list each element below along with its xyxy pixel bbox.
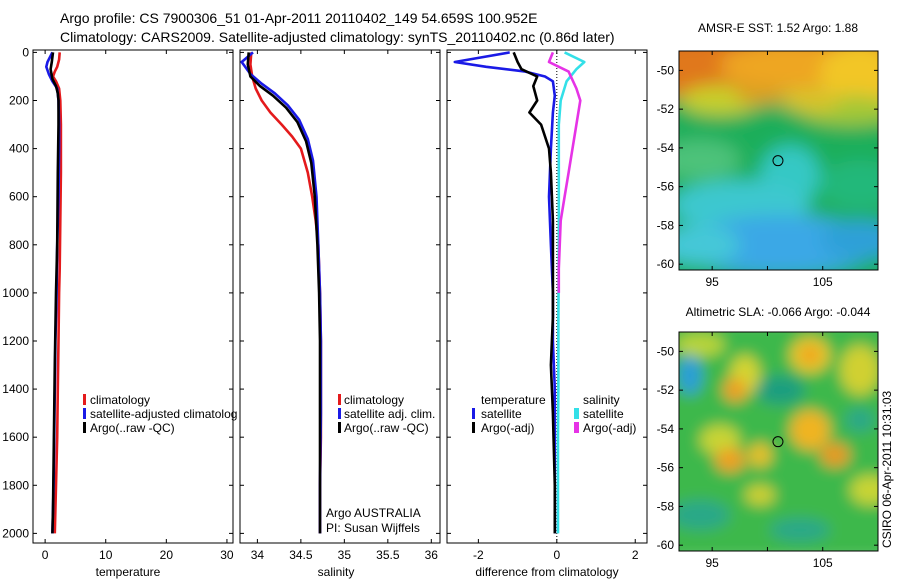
sst-map-frame <box>678 50 879 271</box>
map-y-tick-label: -50 <box>657 344 675 358</box>
series-line-argo-raw-qc- <box>246 52 322 534</box>
map-y-tick-label: -58 <box>657 499 675 513</box>
legend-label-satellite-adjusted: satellite-adjusted climatolog <box>90 407 237 421</box>
argo-annotation-line-1: Argo AUSTRALIA <box>326 506 421 520</box>
legend-swatch-climatology <box>338 394 341 405</box>
salinity-legend: climatology satellite adj. clim. Argo(..… <box>338 393 435 435</box>
legend-label-sal-satellite: satellite <box>583 407 624 421</box>
difference-xlabel: difference from climatology <box>475 565 618 579</box>
x-tick-label: 35 <box>338 548 352 562</box>
temperature-axes <box>32 49 234 544</box>
legend-swatch-argo <box>83 422 86 433</box>
y-tick-label: 0 <box>22 45 29 59</box>
y-tick-label: 1600 <box>2 430 29 444</box>
temperature-xlabel: temperature <box>96 565 161 579</box>
map-y-tick-label: -60 <box>657 257 675 271</box>
legend-swatch-sal-satellite <box>574 408 579 419</box>
sla-map-title: Altimetric SLA: -0.066 Argo: -0.044 <box>686 305 871 319</box>
difference-plot: -2 0 2 <box>447 50 647 562</box>
x-tick-label: 36 <box>425 548 439 562</box>
series-line-climatology <box>51 52 63 534</box>
sst-heatmap <box>679 51 878 270</box>
map-y-tick-label: -52 <box>657 383 675 397</box>
x-tick-label: 0 <box>42 548 49 562</box>
map-y-tick-label: -54 <box>657 141 675 155</box>
difference-legend: temperature salinity satellite Argo(-adj… <box>472 393 636 435</box>
x-tick-label: 35.5 <box>376 548 400 562</box>
y-tick-label: 400 <box>9 142 29 156</box>
map-y-tick-label: -52 <box>657 102 675 116</box>
y-tick-label: 600 <box>9 190 29 204</box>
legend-label-argo: Argo(..raw -QC) <box>90 421 175 435</box>
legend-swatch-climatology <box>83 394 86 405</box>
y-tick-label: 1000 <box>2 286 29 300</box>
salinity-xlabel: salinity <box>318 565 355 579</box>
sst-map-title: AMSR-E SST: 1.52 Argo: 1.88 <box>698 21 858 35</box>
y-tick-label: 1400 <box>2 382 29 396</box>
x-tick-label: 30 <box>220 548 234 562</box>
x-tick-label: 10 <box>99 548 113 562</box>
y-tick-label: 1800 <box>2 478 29 492</box>
map-y-tick-label: -58 <box>657 218 675 232</box>
legend-label-temp-argo: Argo(-adj) <box>481 421 534 435</box>
argo-annotation-line-2: PI: Susan Wijffels <box>326 521 420 535</box>
legend-swatch-temp-satellite <box>472 408 475 419</box>
legend-swatch-satellite-adjusted <box>83 408 86 419</box>
legend-swatch-argo <box>338 422 341 433</box>
map-y-tick-label: -56 <box>657 461 675 475</box>
x-tick-label: 0 <box>553 548 560 562</box>
series-line-salinity-argo-adj- <box>547 51 582 293</box>
legend-label-climatology: climatology <box>344 393 404 407</box>
x-tick-label: 34.5 <box>289 548 313 562</box>
legend-swatch-sal-argo <box>574 422 579 433</box>
x-tick-label: 34 <box>251 548 265 562</box>
map-x-tick-label: 95 <box>705 275 719 289</box>
map-x-tick-label: 105 <box>813 556 833 570</box>
y-tick-label: 2000 <box>2 526 29 540</box>
legend-header-temperature: temperature <box>481 393 546 407</box>
temperature-plot: 0 200 400 600 800 1000 1200 1400 1600 1800 2000 0 10… <box>2 45 234 562</box>
series-line-argo-raw-qc- <box>49 52 60 534</box>
legend-swatch-satellite-adj <box>338 408 341 419</box>
x-tick-label: 20 <box>160 548 174 562</box>
header-line-2: Climatology: CARS2009. Satellite-adjuste… <box>60 29 615 45</box>
map-y-tick-label: -60 <box>657 538 675 552</box>
legend-header-salinity: salinity <box>583 393 620 407</box>
legend-label-temp-satellite: satellite <box>481 407 522 421</box>
y-tick-label: 1200 <box>2 334 29 348</box>
header-line-1: Argo profile: CS 7900306_51 01-Apr-2011 … <box>60 10 537 26</box>
x-tick-label: -2 <box>473 548 484 562</box>
sla-heatmap <box>679 332 878 551</box>
legend-swatch-temp-argo <box>472 422 475 433</box>
map-y-tick-label: -54 <box>657 422 675 436</box>
legend-label-sal-argo: Argo(-adj) <box>583 421 636 435</box>
sla-map-axes: -50 -52 -54 -56 -58 -60 95 105 <box>657 332 878 570</box>
y-tick-label: 200 <box>9 94 29 108</box>
series-line-temperature-argo-adj- <box>512 51 557 534</box>
sla-map-frame <box>678 331 879 552</box>
legend-label-satellite-adj: satellite adj. clim. <box>344 407 435 421</box>
legend-label-argo: Argo(..raw -QC) <box>344 421 429 435</box>
x-tick-label: 2 <box>632 548 639 562</box>
map-x-tick-label: 105 <box>813 275 833 289</box>
map-y-tick-label: -56 <box>657 180 675 194</box>
sst-map-axes: -50 -52 -54 -56 -58 -60 95 105 <box>657 51 878 289</box>
map-y-tick-label: -50 <box>657 63 675 77</box>
series-line-salinity-satellite <box>556 51 586 534</box>
legend-label-climatology: climatology <box>90 393 150 407</box>
temperature-legend: climatology satellite-adjusted climatolo… <box>83 393 237 435</box>
float-position-marker <box>772 436 784 448</box>
salinity-axes <box>239 49 441 544</box>
difference-axes <box>446 49 648 544</box>
y-tick-label: 800 <box>9 238 29 252</box>
float-position-marker <box>772 155 784 167</box>
csiro-credit: CSIRO 06-Apr-2011 10:31:03 <box>880 390 894 548</box>
salinity-plot: 34 34.5 35 35.5 36 <box>240 50 440 562</box>
map-x-tick-label: 95 <box>705 556 719 570</box>
